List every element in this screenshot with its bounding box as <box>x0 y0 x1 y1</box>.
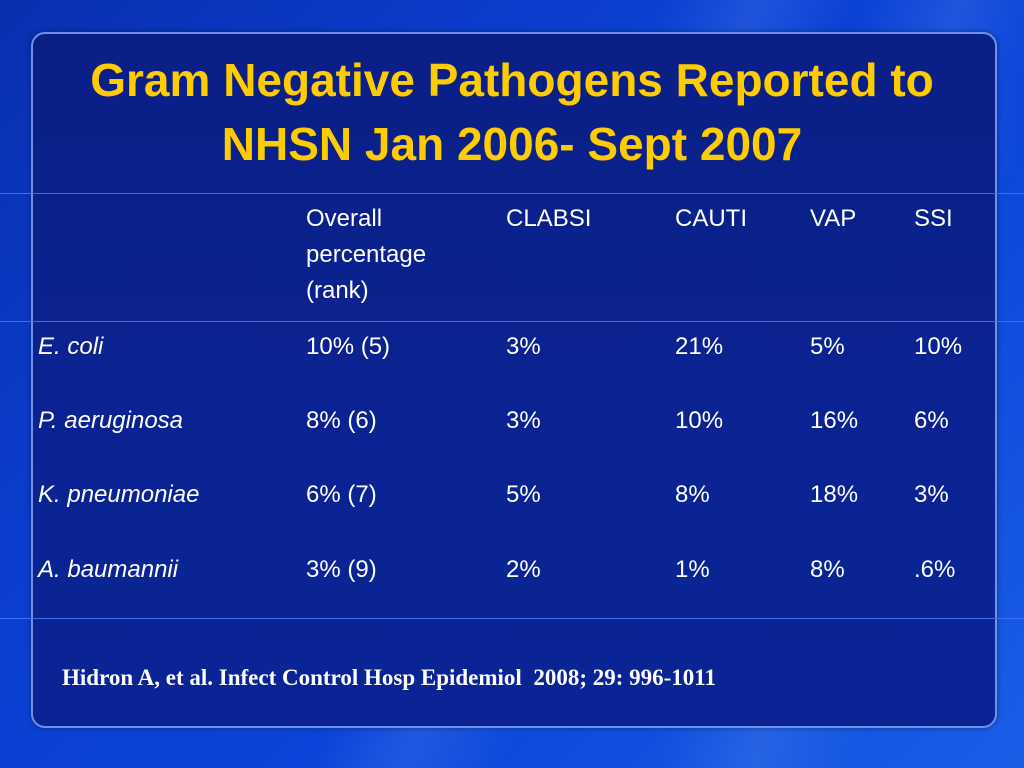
table-bottom-rule <box>0 618 1024 619</box>
clabsi-value: 2% <box>506 556 541 583</box>
header-clabsi: CLABSI <box>506 205 592 232</box>
clabsi-value: 3% <box>506 333 541 360</box>
clabsi-value: 5% <box>506 481 541 508</box>
pathogen-name: E. coli <box>38 333 104 360</box>
cauti-value: 21% <box>675 333 724 360</box>
vap-value: 16% <box>810 407 859 434</box>
ssi-value: 10% <box>914 333 963 360</box>
slide-title: Gram Negative Pathogens Reported to NHSN… <box>90 54 934 170</box>
overall-value: 6% (7) <box>306 481 377 508</box>
overall-value: 8% (6) <box>306 407 377 434</box>
table-top-rule <box>0 193 1024 194</box>
table-header-rule <box>0 321 1024 322</box>
overall-value: 3% (9) <box>306 556 377 583</box>
vap-value: 5% <box>810 333 845 360</box>
vap-value: 8% <box>810 556 845 583</box>
pathogen-name: A. baumannii <box>38 556 179 583</box>
content-panel <box>31 32 997 728</box>
clabsi-value: 3% <box>506 407 541 434</box>
header-vap: VAP <box>810 205 857 232</box>
cauti-value: 8% <box>675 481 710 508</box>
ssi-value: 3% <box>914 481 949 508</box>
header-overall-line: Overall <box>306 205 383 232</box>
ssi-value: 6% <box>914 407 949 434</box>
citation: Hidron A, et al. Infect Control Hosp Epi… <box>62 665 717 690</box>
cauti-value: 1% <box>675 556 710 583</box>
cauti-value: 10% <box>675 407 724 434</box>
header-overall-line: percentage <box>306 241 427 268</box>
header-overall-line: (rank) <box>306 277 369 304</box>
header-overall: Overall percentage (rank) <box>306 201 426 309</box>
header-ssi: SSI <box>914 205 953 232</box>
ssi-value: .6% <box>914 556 956 583</box>
pathogen-name: P. aeruginosa <box>38 407 184 434</box>
pathogen-name: K. pneumoniae <box>38 481 200 508</box>
header-cauti: CAUTI <box>675 205 747 232</box>
vap-value: 18% <box>810 481 859 508</box>
overall-value: 10% (5) <box>306 333 391 360</box>
